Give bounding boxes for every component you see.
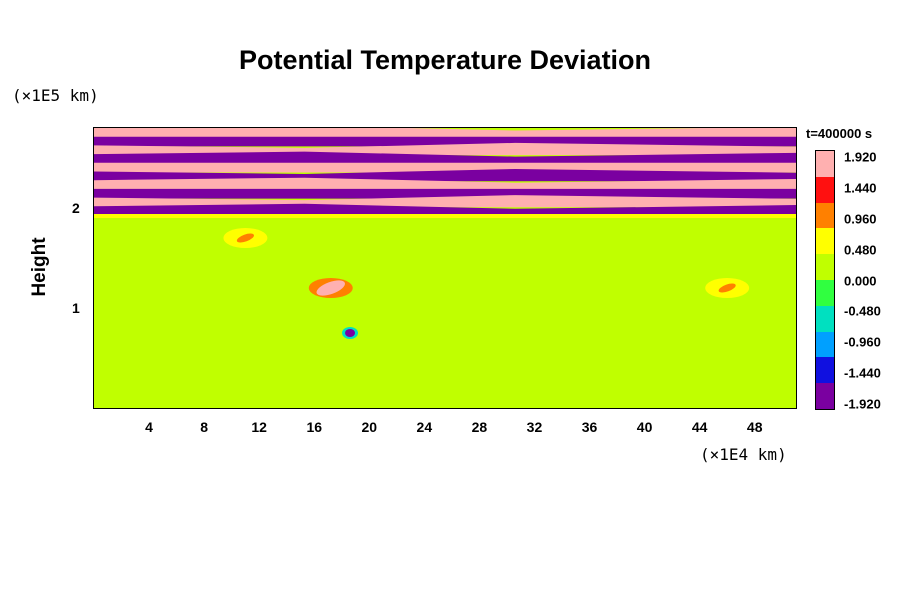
colorbar-tick-label: -0.960 (844, 334, 881, 350)
time-label: t=400000 s (806, 126, 873, 141)
chart-title: Potential Temperature Deviation (238, 45, 652, 75)
colorbar-tick-label: -0.480 (844, 303, 881, 319)
heatmap-interface (94, 214, 796, 218)
x-tick-label: 12 (251, 419, 267, 435)
heatmap-band (94, 188, 796, 199)
colorbar (815, 150, 835, 410)
heatmap-feature-core (236, 233, 254, 243)
colorbar-segment (816, 305, 834, 333)
x-tick-label: 36 (581, 419, 598, 435)
x-tick-label: 44 (691, 419, 708, 435)
colorbar-segment (816, 202, 834, 229)
x-tick-label: 48 (746, 419, 763, 435)
heatmap-feature-core (718, 283, 736, 293)
colorbar-tick-label: 1.440 (844, 180, 877, 196)
x-tick-label: 28 (471, 419, 488, 435)
heatmap-band (94, 162, 796, 173)
x-axis-unit: (×1E4 km) (700, 445, 787, 464)
heatmap-feature-core (322, 283, 340, 293)
colorbar-segment (816, 280, 834, 307)
y-tick-label: 2 (72, 200, 80, 216)
colorbar-segment (816, 151, 834, 178)
colorbar-tick-label: 0.000 (844, 273, 877, 288)
colorbar-tick-label: -1.920 (844, 396, 881, 412)
colorbar-tick-label: -1.440 (844, 365, 881, 381)
y-tick-label: 1 (72, 300, 80, 316)
heatmap-band (94, 177, 796, 190)
x-tick-label: 24 (416, 419, 433, 435)
colorbar-tick-label: 1.920 (844, 149, 877, 165)
x-tick-label: 8 (200, 419, 209, 435)
x-tick-label: 16 (306, 419, 323, 435)
x-tick-label: 32 (526, 419, 543, 435)
heatmap-plot-area (93, 127, 797, 409)
colorbar-tick-label: 0.960 (844, 211, 877, 227)
heatmap-svg (94, 128, 796, 408)
x-tick-label: 4 (145, 419, 153, 435)
colorbar-segment (816, 357, 834, 384)
heatmap-band (94, 136, 796, 147)
colorbar-segment (816, 228, 834, 255)
colorbar-segment (816, 254, 834, 281)
y-axis-label: Height (29, 237, 50, 297)
colorbar-tick-label: 0.480 (844, 242, 877, 258)
x-tick-label: 20 (361, 419, 378, 435)
y-axis-unit: (×1E5 km) (12, 86, 99, 105)
colorbar-segment (816, 383, 834, 410)
colorbar-segment (816, 331, 834, 358)
colorbar-segment (816, 176, 834, 204)
x-tick-label: 40 (636, 419, 653, 435)
heatmap-band (94, 203, 796, 216)
heatmap-feature (345, 329, 356, 337)
heatmap-band (94, 128, 796, 138)
heatmap-band (94, 151, 796, 164)
